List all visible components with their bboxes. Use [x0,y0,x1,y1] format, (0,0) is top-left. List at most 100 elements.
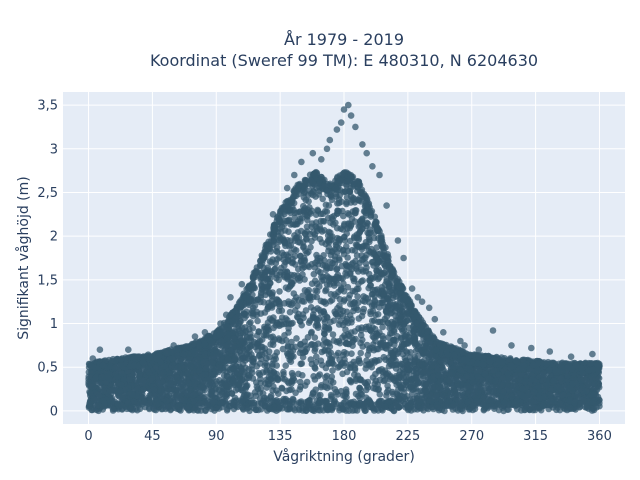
scatter-point [251,297,259,304]
scatter-point [308,328,315,336]
scatter-point [336,356,343,364]
scatter-point [319,210,327,218]
scatter-point [250,355,258,363]
scatter-point [157,388,165,396]
scatter-point [314,267,322,275]
scatter-point [290,353,297,360]
scatter-point [327,264,335,272]
scatter-point [355,355,363,363]
scatter-point [350,336,357,344]
scatter-point [288,338,295,346]
scatter-point [372,311,379,319]
scatter-point [373,332,380,340]
scatter-point [411,334,419,342]
scatter-point [327,391,335,399]
scatter-point [291,214,298,222]
scatter-point [368,258,376,266]
scatter-point [282,362,290,370]
scatter-point [207,390,214,398]
scatter-point [98,374,105,381]
scatter-point [347,300,354,308]
scatter-point [281,332,288,339]
scatter-point [134,385,141,392]
scatter-point [295,370,302,378]
scatter-point [351,364,359,372]
scatter-point [228,390,236,397]
scatter-point [297,360,305,368]
scatter-point [249,324,257,332]
scatter-point [413,375,421,382]
scatter-point [404,340,412,347]
scatter-point [327,377,335,385]
scatter-point [557,374,565,382]
scatter-point [321,319,329,326]
scatter-point [348,350,355,358]
scatter-point [178,386,186,393]
scatter-point [339,307,347,315]
scatter-point [348,265,356,273]
scatter-point [126,376,133,383]
scatter-point [296,386,304,393]
scatter-point [387,374,395,381]
scatter-point [300,314,307,322]
scatter-point [251,302,259,309]
scatter-point [281,262,288,269]
scatter-point [349,287,357,295]
scatter-point [222,342,229,350]
scatter-point [241,314,248,322]
scatter-point [364,220,372,227]
scatter-point [255,328,262,336]
scatter-point [292,247,300,254]
scatter-point [376,258,383,266]
scatter-point [328,355,335,363]
scatter-point [165,370,173,377]
scatter-point [414,345,422,353]
scatter-point [293,313,301,321]
scatter-point [346,312,354,319]
scatter-point [357,331,365,339]
scatter-point [420,369,428,376]
scatter-point [364,295,372,302]
scatter-point [243,308,250,316]
scatter-point [308,280,316,288]
scatter-point [313,280,321,288]
scatter-point [312,359,320,366]
scatter-point [355,315,363,322]
scatter-point [247,319,254,326]
scatter-point [574,391,582,399]
scatter-point [336,256,343,264]
scatter-point [404,349,411,357]
scatter-point [276,288,283,295]
scatter-point [275,307,283,315]
scatter-point [327,318,334,326]
scatter-point [356,384,363,392]
scatter-point [340,288,348,295]
scatter-point [475,388,482,396]
scatter-point [283,387,290,395]
scatter-point [145,369,153,376]
scatter-point [325,360,332,368]
scatter-point [500,388,507,396]
scatter-point [408,390,416,398]
scatter-point [342,359,349,367]
scatter-point [308,340,316,348]
scatter-point [281,376,289,383]
scatter-point [287,242,295,249]
scatter-point [345,211,353,218]
scatter-point [379,323,386,331]
scatter-point [287,282,295,289]
scatter-point [375,288,382,296]
scatter-point [291,297,298,304]
scatter-point [256,371,264,379]
scatter-point [405,366,413,374]
scatter-point [304,288,311,296]
scatter-point [261,349,269,357]
scatter-point [283,274,291,281]
data-points [85,101,603,415]
scatter-point [347,237,354,245]
scatter-point [319,195,327,203]
scatter-point [281,240,289,247]
scatter-point [341,233,348,241]
scatter-point [146,392,153,399]
